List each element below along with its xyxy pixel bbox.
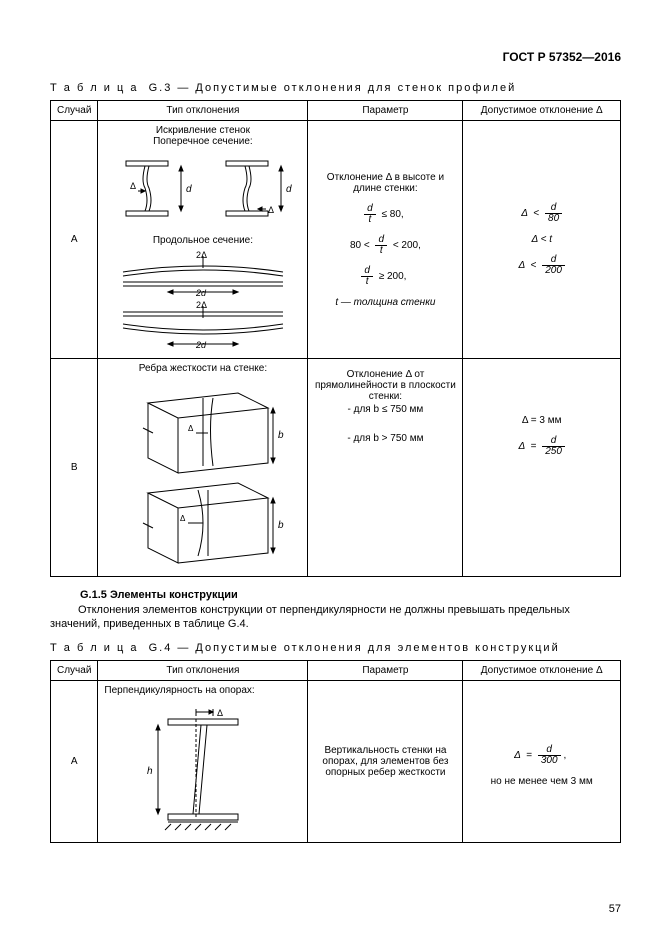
type-a-title1: Искривление стенок [104, 125, 301, 136]
th-tol: Допустимое отклонение Δ [463, 660, 621, 680]
th-type: Тип отклонения [98, 101, 308, 121]
caption-text: G.3 — Допустимые отклонения для стенок п… [149, 82, 517, 94]
table-g3: Случай Тип отклонения Параметр Допустимо… [50, 100, 621, 577]
type-a: Искривление стенок Поперечное сечение: [98, 121, 308, 359]
table-g3-caption: Т а б л и ц а G.3 — Допустимые отклонени… [50, 82, 621, 94]
svg-text:Δ: Δ [188, 424, 194, 433]
type-a-title2: Поперечное сечение: [104, 136, 301, 147]
tol-a4-note: но не менее чем 3 мм [469, 776, 614, 787]
svg-text:h: h [147, 766, 153, 777]
type-a4-title: Перпендикулярность на опорах: [104, 685, 301, 696]
tol-a4: Δ = d300, но не менее чем 3 мм [463, 680, 621, 842]
t-note: t — толщина стенки [314, 297, 456, 308]
svg-text:Δ: Δ [217, 708, 223, 718]
param-b-title: Отклонение Δ от прямолинейности в плоско… [314, 369, 456, 402]
svg-text:2d: 2d [195, 340, 207, 350]
page-number: 57 [609, 903, 621, 915]
th-case: Случай [51, 101, 98, 121]
svg-text:d: d [186, 184, 192, 195]
svg-text:d: d [286, 184, 292, 195]
caption-prefix: Т а б л и ц а [50, 82, 138, 94]
stiffener-diagram: b b Δ Δ [118, 378, 288, 568]
svg-text:2Δ: 2Δ [196, 250, 207, 260]
svg-text:2d: 2d [195, 288, 207, 298]
param-a4: Вертикальность стенки на опорах, для эле… [308, 680, 463, 842]
caption-text: G.4 — Допустимые отклонения для элементо… [149, 642, 560, 654]
param-a-title: Отклонение Δ в высоте и длине стенки: [314, 172, 456, 194]
cross-section-diagram: d d Δ Δ [108, 151, 298, 231]
table-row: А Искривление стенок Поперечное сечение: [51, 121, 621, 359]
type-a-title3: Продольное сечение: [104, 235, 301, 246]
section-g15-head: G.1.5 Элементы конструкции [80, 589, 621, 601]
th-param: Параметр [308, 101, 463, 121]
th-type: Тип отклонения [98, 660, 308, 680]
tol-b: Δ = 3 мм Δ = d250 [463, 359, 621, 577]
type-a4: Перпендикулярность на опорах: [98, 680, 308, 842]
param-b: Отклонение Δ от прямолинейности в плоско… [308, 359, 463, 577]
perp-diagram: Δ h [133, 704, 273, 834]
case-a: А [51, 121, 98, 359]
svg-text:b: b [278, 520, 284, 531]
type-b-title: Ребра жесткости на стенке: [104, 363, 301, 374]
table-g4-caption: Т а б л и ц а G.4 — Допустимые отклонени… [50, 642, 621, 654]
svg-text:2Δ: 2Δ [196, 300, 207, 310]
case-b: В [51, 359, 98, 577]
type-b: Ребра жесткости на стенке: [98, 359, 308, 577]
table-row: А Перпендикулярность на опорах: [51, 680, 621, 842]
table-row: В Ребра жесткости на стенке: [51, 359, 621, 577]
th-case: Случай [51, 660, 98, 680]
tol-a: Δ < d80 Δ < t Δ < d200 [463, 121, 621, 359]
longitudinal-diagram: 2Δ 2d 2Δ 2d [108, 250, 298, 350]
svg-text:b: b [278, 430, 284, 441]
case-a4: А [51, 680, 98, 842]
param-b-cond2: - для b > 750 мм [314, 433, 456, 444]
param-a: Отклонение Δ в высоте и длине стенки: dt… [308, 121, 463, 359]
th-param: Параметр [308, 660, 463, 680]
svg-text:Δ: Δ [180, 514, 186, 523]
table-g4: Случай Тип отклонения Параметр Допустимо… [50, 660, 621, 843]
param-b-cond1: - для b ≤ 750 мм [314, 404, 456, 415]
section-g15-text: Отклонения элементов конструкции от перп… [50, 603, 621, 632]
doc-header: ГОСТ Р 57352—2016 [50, 50, 621, 64]
svg-text:Δ: Δ [268, 205, 274, 215]
th-tol: Допустимое отклонение Δ [463, 101, 621, 121]
caption-prefix: Т а б л и ц а [50, 642, 138, 654]
svg-text:Δ: Δ [130, 181, 136, 191]
